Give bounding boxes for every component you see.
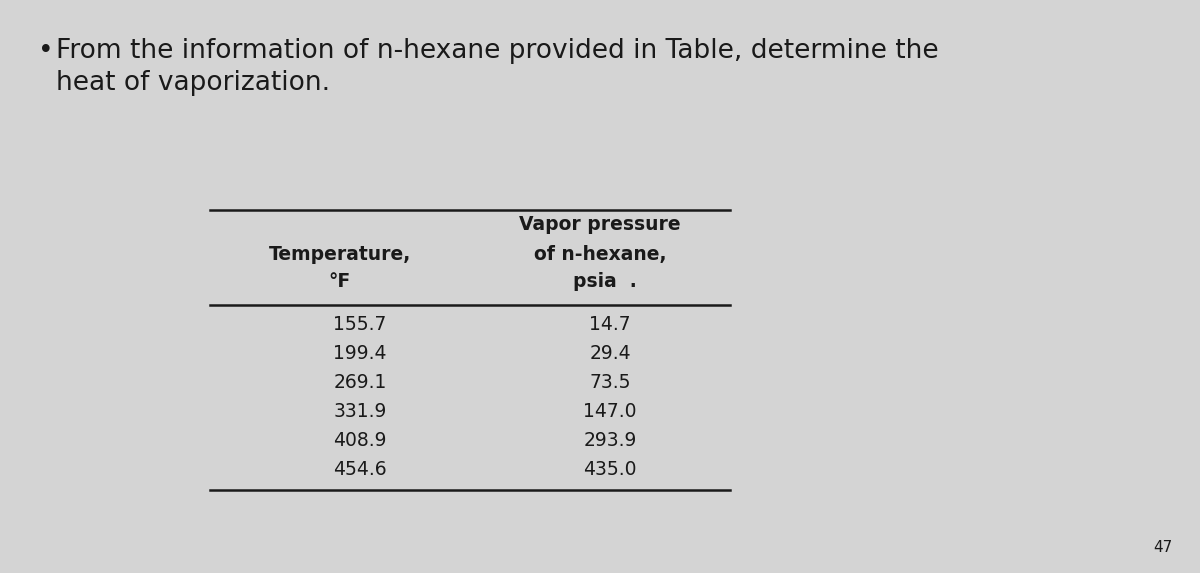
Text: 73.5: 73.5 xyxy=(589,373,631,392)
Text: 47: 47 xyxy=(1153,540,1172,555)
Text: of n-hexane,: of n-hexane, xyxy=(534,245,666,264)
Text: heat of vaporization.: heat of vaporization. xyxy=(56,70,330,96)
Text: 293.9: 293.9 xyxy=(583,431,637,450)
Text: Vapor pressure: Vapor pressure xyxy=(520,215,680,234)
Text: 331.9: 331.9 xyxy=(334,402,386,421)
Text: 454.6: 454.6 xyxy=(334,460,386,479)
Text: 199.4: 199.4 xyxy=(334,344,386,363)
Text: psia  .: psia . xyxy=(574,272,637,291)
Text: 155.7: 155.7 xyxy=(334,315,386,334)
Text: °F: °F xyxy=(329,272,352,291)
Text: From the information of n-hexane provided in Table, determine the: From the information of n-hexane provide… xyxy=(56,38,938,64)
Text: Temperature,: Temperature, xyxy=(269,245,412,264)
Text: 408.9: 408.9 xyxy=(334,431,386,450)
Text: 269.1: 269.1 xyxy=(334,373,386,392)
Text: 29.4: 29.4 xyxy=(589,344,631,363)
Text: 435.0: 435.0 xyxy=(583,460,637,479)
Text: 14.7: 14.7 xyxy=(589,315,631,334)
Text: •: • xyxy=(38,38,54,64)
Text: 147.0: 147.0 xyxy=(583,402,637,421)
